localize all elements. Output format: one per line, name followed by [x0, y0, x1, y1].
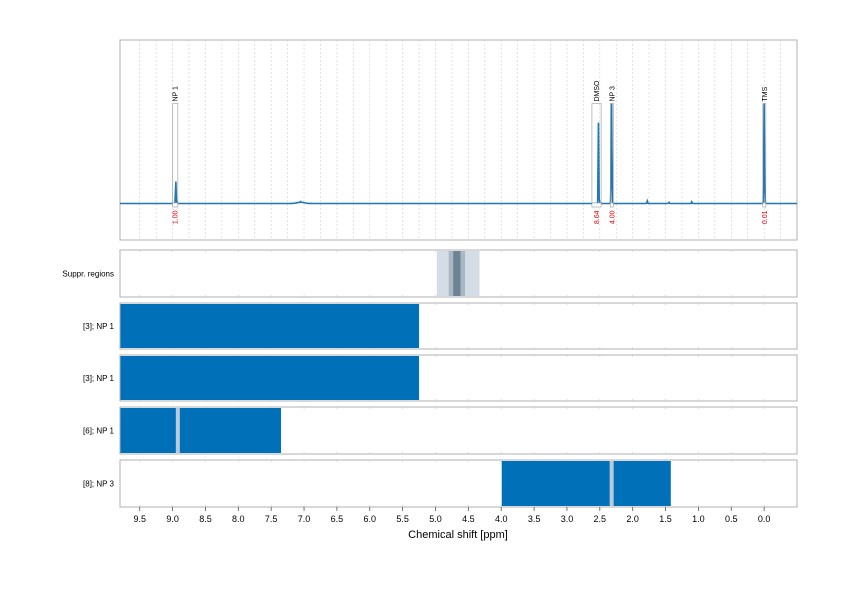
x-tick-label: 2.0: [626, 514, 639, 524]
x-tick-label: 5.5: [396, 514, 409, 524]
x-tick-label: 8.5: [199, 514, 212, 524]
x-tick-label: 9.5: [133, 514, 146, 524]
track-panel: [8]; NP 3: [83, 459, 798, 508]
spectrum-line: [120, 103, 797, 205]
range-bar: [501, 461, 671, 506]
integral-box: [762, 202, 767, 208]
x-tick-label: 6.0: [364, 514, 377, 524]
x-tick-label: 5.0: [429, 514, 442, 524]
range-bar: [120, 304, 420, 348]
x-tick-label: 8.0: [232, 514, 245, 524]
x-tick-label: 7.0: [298, 514, 311, 524]
track-panel: [3]; NP 1: [83, 302, 798, 350]
peak-label: NP 1: [173, 86, 180, 102]
x-tick-label: 2.5: [594, 514, 607, 524]
range-bar: [120, 356, 420, 400]
integral-value: 0.01: [762, 210, 769, 224]
x-tick-label: 1.5: [659, 514, 672, 524]
track-panel: [3]; NP 1: [83, 354, 798, 402]
range-divider: [609, 461, 614, 506]
peak-label: NP 3: [609, 86, 616, 102]
track-label: [3]; NP 1: [83, 374, 115, 383]
peak-annotation: NP 1 1.00: [172, 86, 180, 224]
x-tick-label: 3.5: [528, 514, 541, 524]
peak-label: DMSO: [594, 80, 601, 102]
track-panel: [6]; NP 1: [83, 406, 798, 455]
integral-value: 1.00: [173, 210, 180, 224]
integral-box: [610, 202, 614, 208]
x-tick-label: 4.0: [495, 514, 508, 524]
x-axis-title: Chemical shift [ppm]: [408, 529, 508, 541]
x-tick-label: 0.5: [725, 514, 738, 524]
suppression-region: [453, 251, 461, 296]
peak-annotation: TMS 0.01: [762, 86, 769, 224]
x-tick-label: 0.0: [758, 514, 771, 524]
peak-label: TMS: [762, 86, 769, 101]
spectrum-frame: [119, 39, 798, 241]
range-bar: [120, 408, 282, 453]
track-label: [3]; NP 1: [83, 322, 115, 331]
spectrum-gridlines: [139, 40, 781, 240]
integral-value: 8.64: [594, 210, 601, 224]
range-divider: [175, 408, 180, 453]
track-label: [6]; NP 1: [83, 427, 115, 436]
track-panel: Suppr. regions: [62, 249, 798, 298]
track-panels: Suppr. regions [3]; NP 1 [3]; NP 1 [6]; NP …: [62, 249, 798, 508]
x-axis: 9.5 9.0 8.5 8.0 7.5 7.0 6.5 6.0 5.5 5.0 4.5 4.0 3.5 3…: [133, 507, 770, 524]
spectrum-panel: NP 1 1.00 DMSO 8.64 NP 3 4.00 TMS 0.01: [119, 39, 798, 241]
integral-box: [591, 202, 602, 208]
x-tick-label: 6.5: [331, 514, 344, 524]
peak-annotation: DMSO 8.64: [591, 80, 602, 224]
peak-annotation: NP 3 4.00: [609, 86, 616, 224]
integral-box: [172, 202, 179, 208]
track-label: [8]; NP 3: [83, 480, 115, 489]
integral-value: 4.00: [609, 210, 616, 224]
x-tick-label: 3.0: [561, 514, 574, 524]
x-tick-label: 7.5: [265, 514, 278, 524]
track-frame: [119, 459, 798, 508]
x-tick-label: 1.0: [692, 514, 705, 524]
x-tick-label: 9.0: [166, 514, 179, 524]
track-label: Suppr. regions: [62, 270, 114, 279]
x-tick-label: 4.5: [462, 514, 475, 524]
